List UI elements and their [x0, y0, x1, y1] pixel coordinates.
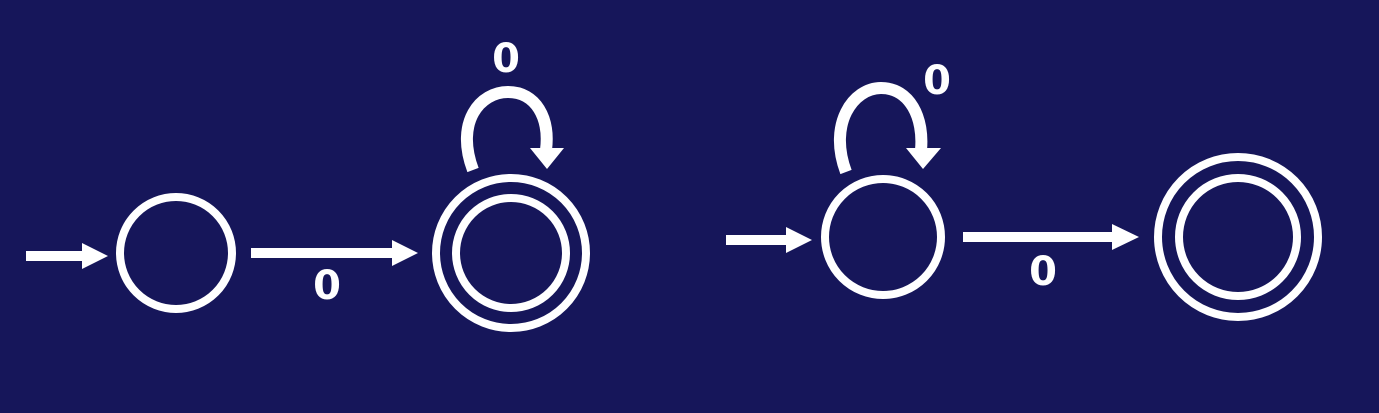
self-loop-1-q1: [461, 85, 564, 173]
automaton-1: 0 0: [26, 36, 590, 332]
transition-label-1-q1-q1: 0: [492, 36, 520, 82]
state-2-q0: [821, 175, 945, 299]
self-loop-2-q0: [833, 81, 941, 175]
state-2-q1-accepting: [1154, 153, 1322, 321]
start-arrow-2: [726, 227, 812, 253]
transition-label-1-q0-q1: 0: [313, 263, 341, 309]
transition-1-q0-q1: [251, 240, 418, 266]
transition-2-q0-q1: [963, 224, 1139, 250]
start-arrow-1: [26, 243, 108, 269]
automaton-2: 0 0: [726, 58, 1322, 321]
transition-label-2-q0-q0: 0: [923, 58, 951, 104]
state-1-q0: [116, 193, 236, 313]
transition-label-2-q0-q1: 0: [1029, 249, 1057, 295]
state-1-q1-accepting: [432, 174, 590, 332]
